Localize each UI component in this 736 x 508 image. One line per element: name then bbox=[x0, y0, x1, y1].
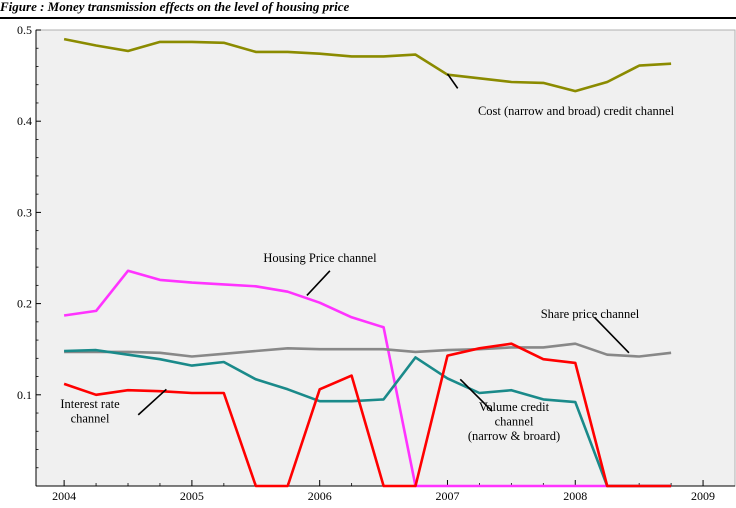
annotation-label-interest: Interest rate bbox=[60, 397, 120, 411]
annotation-arrow-share bbox=[593, 316, 630, 354]
annotation-label-cost: Cost (narrow and broad) credit channel bbox=[478, 104, 675, 118]
plot-area bbox=[35, 29, 736, 487]
annotation-arrow-interest bbox=[137, 388, 167, 416]
annotation-label-share: Share price channel bbox=[541, 307, 640, 321]
series-line-share bbox=[64, 342, 672, 358]
series-line-housing bbox=[63, 269, 672, 488]
series-line-interest bbox=[63, 342, 672, 488]
x-tick-label: 2006 bbox=[308, 489, 332, 503]
x-tick-label: 2004 bbox=[52, 489, 76, 503]
annotation-arrow-housing bbox=[306, 270, 331, 296]
annotation-arrow-cost bbox=[446, 73, 459, 89]
y-tick-label: 0.5 bbox=[17, 23, 32, 37]
x-tick-label: 2005 bbox=[180, 489, 204, 503]
x-tick-label: 2008 bbox=[563, 489, 587, 503]
series-line-cost bbox=[63, 37, 672, 93]
x-tick-label: 2007 bbox=[435, 489, 459, 503]
annotation-label-volume: Volume credit bbox=[479, 400, 550, 414]
y-tick-label: 0.1 bbox=[17, 388, 32, 402]
figure-caption: Figure : Money transmission effects on t… bbox=[0, 0, 350, 14]
y-tick-label: 0.4 bbox=[17, 114, 32, 128]
x-tick-label: 2009 bbox=[691, 489, 715, 503]
annotation-label-volume: channel bbox=[495, 415, 534, 429]
annotation-label-volume: (narrow & broard) bbox=[468, 429, 560, 443]
y-tick-label: 0.2 bbox=[17, 297, 32, 311]
y-tick-label: 0.3 bbox=[17, 205, 32, 219]
annotation-label-housing: Housing Price channel bbox=[263, 251, 377, 265]
caption-rule bbox=[0, 17, 736, 19]
series-line-volume bbox=[64, 348, 672, 488]
annotation-arrow-volume bbox=[459, 378, 493, 412]
annotation-label-interest: channel bbox=[71, 412, 110, 426]
